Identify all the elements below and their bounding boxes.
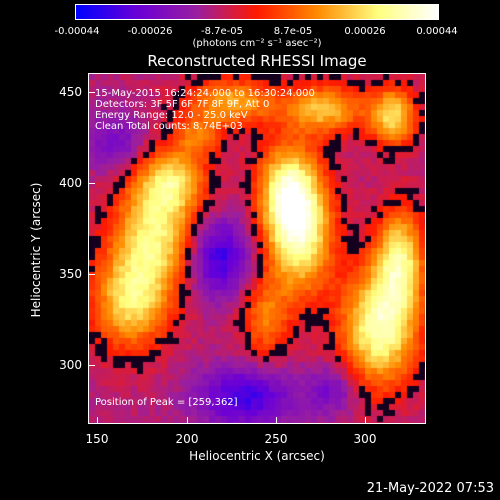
y-tick-label: 400	[59, 176, 82, 190]
x-axis-label: Heliocentric X (arcsec)	[189, 449, 325, 463]
x-tick-mark	[276, 417, 277, 423]
y-tick-mark	[89, 92, 95, 93]
x-tick-mark	[365, 417, 366, 423]
x-tick-mark	[97, 417, 98, 423]
render-timestamp: 21-May-2022 07:53	[366, 481, 494, 496]
y-tick-label: 450	[59, 85, 82, 99]
peak-position-label: Position of Peak = [259,362]	[95, 397, 238, 408]
y-tick-label: 300	[59, 358, 82, 372]
colorbar-units: (photons cm⁻² s⁻¹ asec⁻²)	[192, 38, 322, 49]
colorbar-tick-label: 8.7e-05	[273, 26, 313, 37]
colorbar-tick-label: -8.7e-05	[201, 26, 243, 37]
y-axis-label: Heliocentric Y (arcsec)	[29, 182, 43, 318]
colorbar-tick-label: -0.00044	[54, 26, 100, 37]
plot-title: Reconstructed RHESSI Image	[147, 52, 367, 70]
info-detectors: Detectors: 3F 5F 6F 7F 8F 9F, Att 0	[95, 99, 270, 110]
info-total-counts: Clean Total counts: 8.74E+03	[95, 121, 243, 132]
colorbar-tick-label: -0.00026	[127, 26, 173, 37]
info-time-range: 15-May-2015 16:24:24.000 to 16:30:24.000	[95, 88, 315, 99]
x-tick-mark	[187, 417, 188, 423]
colorbar	[75, 4, 439, 20]
rhessi-heatmap	[89, 74, 425, 423]
image-plot	[88, 73, 426, 424]
colorbar-tick-label: 0.00044	[416, 26, 458, 37]
x-tick-label: 200	[175, 432, 199, 446]
info-energy-range: Energy Range: 12.0 - 25.0 keV	[95, 110, 248, 121]
y-tick-label: 350	[59, 267, 82, 281]
y-tick-mark	[89, 274, 95, 275]
colorbar-tick-label: 0.00026	[344, 26, 386, 37]
x-tick-label: 300	[353, 432, 377, 446]
y-tick-mark	[89, 183, 95, 184]
x-tick-label: 250	[264, 432, 288, 446]
y-tick-mark	[89, 365, 95, 366]
x-tick-label: 150	[85, 432, 109, 446]
